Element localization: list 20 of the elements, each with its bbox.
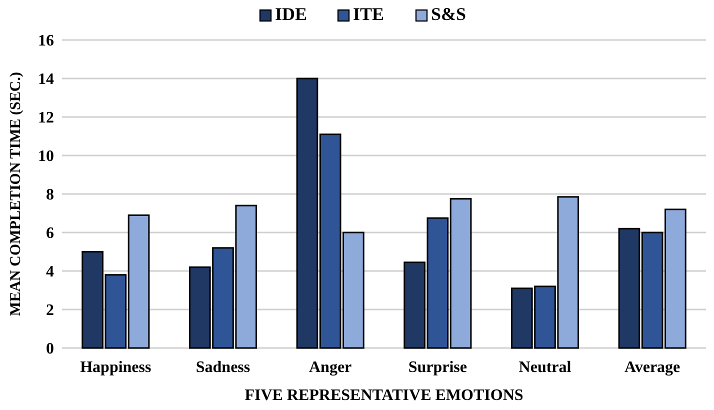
y-tick-label: 2 [46, 302, 54, 320]
y-tick-label: 8 [46, 186, 54, 204]
x-tick-label: Anger [309, 359, 352, 376]
x-tick-label: Sadness [196, 359, 250, 376]
y-tick-label: 12 [38, 110, 54, 127]
y-tick-label: 16 [38, 32, 54, 50]
y-tick-label: 0 [46, 340, 54, 358]
y-tick-label: 10 [38, 148, 54, 166]
legend-label: ITE [353, 4, 384, 24]
legend-label: IDE [275, 4, 308, 24]
legend-label: S&S [431, 4, 466, 24]
x-tick-label: Surprise [408, 359, 468, 376]
x-tick-label: Average [624, 359, 680, 376]
y-tick-label: 6 [46, 225, 54, 242]
x-tick-label: Neutral [518, 359, 572, 376]
x-tick-label: Happiness [80, 359, 152, 376]
y-tick-label: 14 [38, 71, 54, 88]
y-tick-label: 4 [46, 264, 54, 281]
y-axis-title: MEAN COMPLETION TIME (SEC.) [8, 72, 24, 316]
x-axis-title: FIVE REPRESENTATIVE EMOTIONS [244, 387, 524, 404]
